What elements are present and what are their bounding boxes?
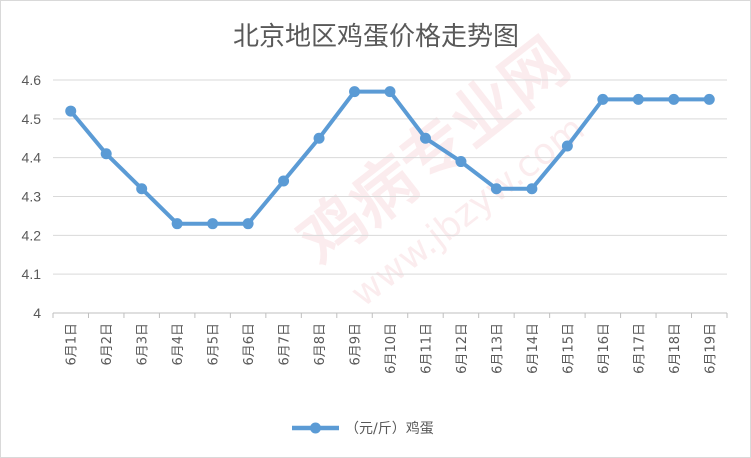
data-point (526, 183, 538, 195)
data-point (419, 132, 431, 144)
gridlines (53, 79, 727, 314)
x-tick-label: 6月7日 (278, 323, 293, 366)
y-tick-label: 4 (33, 305, 41, 321)
data-point (313, 132, 325, 144)
chart-title: 北京地区鸡蛋价格走势图 (233, 22, 519, 52)
data-point (207, 218, 219, 230)
data-point (65, 105, 77, 117)
y-tick-label: 4.5 (22, 111, 42, 127)
x-tick-label: 6月16日 (597, 323, 612, 374)
x-tick-label: 6月10日 (384, 323, 399, 374)
x-tick-label: 6月4日 (171, 323, 186, 366)
x-tick-label: 6月1日 (65, 323, 80, 366)
data-point (278, 175, 290, 187)
x-tick-label: 6月9日 (349, 323, 364, 366)
y-tick-label: 4.2 (22, 227, 42, 243)
data-point (597, 93, 609, 105)
x-tick-label: 6月18日 (668, 323, 683, 374)
x-tick-label: 6月19日 (703, 323, 718, 374)
data-point (703, 93, 715, 105)
data-point (561, 140, 573, 152)
x-tick-label: 6月3日 (136, 323, 151, 366)
legend: （元/斤）鸡蛋 (292, 420, 434, 437)
data-point (668, 93, 680, 105)
data-point (490, 183, 502, 195)
x-tick-label: 6月14日 (526, 323, 541, 374)
x-tick-label: 6月11日 (419, 323, 434, 374)
data-point (632, 93, 644, 105)
x-tick-label: 6月17日 (632, 323, 647, 374)
y-axis-ticks: 4 4.1 4.2 4.3 4.4 4.5 4.6 (22, 72, 42, 321)
data-point (455, 156, 467, 168)
x-tick-label: 6月2日 (100, 323, 115, 366)
data-point (349, 86, 361, 98)
y-tick-label: 4.1 (22, 266, 42, 282)
x-tick-label: 6月12日 (455, 323, 470, 374)
data-point (242, 218, 254, 230)
x-tick-label: 6月5日 (207, 323, 222, 366)
x-axis-ticks: 6月1日 6月2日 6月3日 6月4日 6月5日 6月6日 6月7日 6月8日 6月9日 6月10… (52, 313, 728, 374)
y-tick-label: 4.6 (22, 72, 42, 88)
x-tick-label: 6月6日 (242, 323, 257, 366)
x-tick-label: 6月15日 (561, 323, 576, 374)
y-tick-label: 4.3 (22, 189, 42, 205)
data-point (384, 86, 396, 98)
legend-dot-marker (310, 422, 321, 434)
x-tick-label: 6月8日 (313, 323, 328, 366)
data-point (136, 183, 148, 195)
data-point (100, 148, 112, 160)
legend-label: （元/斤）鸡蛋 (345, 420, 434, 437)
series-layer (65, 86, 715, 230)
data-point (171, 218, 183, 230)
y-tick-label: 4.4 (22, 150, 42, 166)
watermark: 鸡病专业网 www.jbzyw.com (285, 25, 592, 316)
x-tick-label: 6月13日 (490, 323, 505, 374)
